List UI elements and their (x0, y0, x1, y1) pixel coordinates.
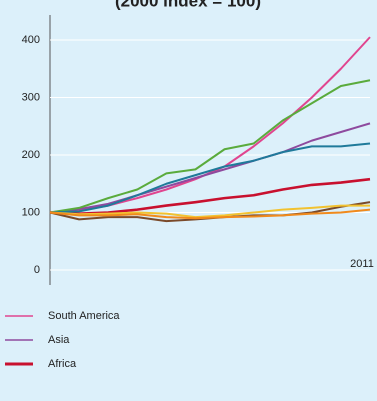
line (49, 177, 371, 215)
line (49, 208, 371, 220)
y-tick-label: 0 (34, 264, 40, 276)
x-tick-label: 2011 (350, 258, 374, 270)
y-tick-label: 400 (22, 34, 40, 46)
line (49, 142, 371, 214)
line (49, 204, 370, 219)
y-tick-label: 300 (22, 91, 40, 103)
line (49, 122, 371, 214)
legend-label: Africa (48, 358, 77, 370)
legend-label: Asia (48, 334, 70, 346)
y-tick-label: 200 (22, 149, 40, 161)
line (49, 79, 371, 214)
chart-title: (2000 index = 100) (115, 0, 261, 10)
legend-label: South America (48, 310, 120, 322)
y-tick-label: 100 (22, 206, 40, 218)
